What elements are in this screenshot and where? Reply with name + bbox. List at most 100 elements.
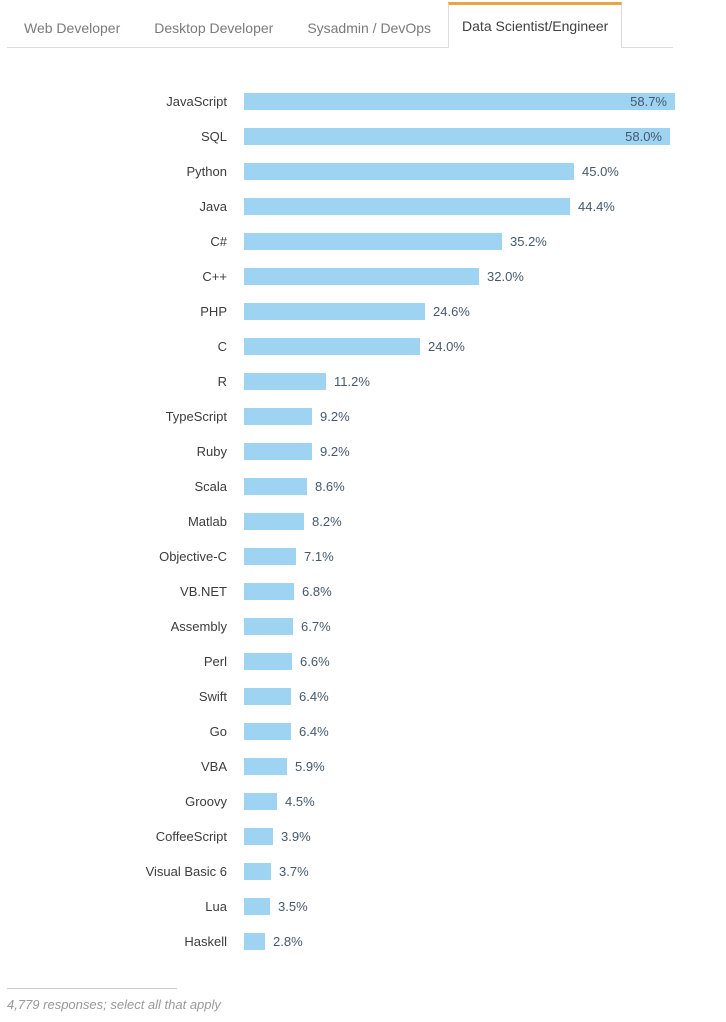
bar-area: 2.8% — [227, 933, 726, 950]
chart-row-c: C# 35.2% — [0, 224, 726, 259]
bar — [244, 268, 479, 285]
value-label: 58.7% — [630, 94, 667, 109]
bar — [244, 828, 273, 845]
bar-area: 3.9% — [227, 828, 726, 845]
value-label: 6.6% — [300, 654, 330, 669]
chart-row-haskell: Haskell 2.8% — [0, 924, 726, 959]
category-label: SQL — [200, 129, 227, 144]
bar — [244, 338, 420, 355]
bar — [244, 793, 277, 810]
bar — [244, 653, 292, 670]
category-label: Swift — [198, 689, 227, 704]
bar — [244, 303, 425, 320]
category-label: C++ — [202, 269, 227, 284]
value-label: 32.0% — [487, 269, 524, 284]
value-label: 58.0% — [625, 129, 662, 144]
bar-area: 11.2% — [227, 373, 726, 390]
value-label: 6.8% — [302, 584, 332, 599]
bar — [244, 513, 304, 530]
value-label: 6.4% — [299, 724, 329, 739]
bar-area: 3.7% — [227, 863, 726, 880]
category-label: Go — [209, 724, 227, 739]
value-label: 45.0% — [582, 164, 619, 179]
chart-row-vba: VBA 5.9% — [0, 749, 726, 784]
bar: 58.0% — [244, 128, 670, 145]
category-label: R — [217, 374, 227, 389]
bar-area: 3.5% — [227, 898, 726, 915]
tab-sysadmin-devops[interactable]: Sysadmin / DevOps — [307, 20, 432, 36]
value-label: 11.2% — [334, 374, 370, 389]
value-label: 2.8% — [273, 934, 303, 949]
tab-data-scientist-engineer[interactable]: Data Scientist/Engineer — [448, 2, 623, 48]
value-label: 9.2% — [320, 409, 350, 424]
category-label: Perl — [203, 654, 227, 669]
bar — [244, 233, 502, 250]
category-label: Matlab — [187, 514, 227, 529]
chart-row-assembly: Assembly 6.7% — [0, 609, 726, 644]
bar-area: 9.2% — [227, 443, 726, 460]
bar-area: 44.4% — [227, 198, 726, 215]
chart-row-swift: Swift 6.4% — [0, 679, 726, 714]
chart-row-c: C++ 32.0% — [0, 259, 726, 294]
category-label: C — [217, 339, 227, 354]
category-label: PHP — [200, 304, 227, 319]
chart-row-coffeescript: CoffeeScript 3.9% — [0, 819, 726, 854]
bar-area: 6.6% — [227, 653, 726, 670]
bar-area: 6.8% — [227, 583, 726, 600]
chart-row-scala: Scala 8.6% — [0, 469, 726, 504]
category-label: C# — [210, 234, 227, 249]
bar-area: 35.2% — [227, 233, 726, 250]
category-label: Python — [186, 164, 227, 179]
chart-row-groovy: Groovy 4.5% — [0, 784, 726, 819]
chart-row-objective-c: Objective-C 7.1% — [0, 539, 726, 574]
value-label: 35.2% — [510, 234, 547, 249]
value-label: 6.4% — [299, 689, 329, 704]
value-label: 44.4% — [578, 199, 615, 214]
value-label: 24.0% — [428, 339, 465, 354]
bar-area: 4.5% — [227, 793, 726, 810]
value-label: 9.2% — [320, 444, 350, 459]
chart-row-python: Python 45.0% — [0, 154, 726, 189]
bar — [244, 198, 570, 215]
category-label: Haskell — [184, 934, 227, 949]
tab-desktop-developer[interactable]: Desktop Developer — [154, 20, 274, 36]
category-label: Java — [199, 199, 227, 214]
tab-web-developer[interactable]: Web Developer — [24, 20, 121, 36]
bar — [244, 583, 294, 600]
category-label: Assembly — [170, 619, 227, 634]
chart-row-lua: Lua 3.5% — [0, 889, 726, 924]
responses-note: 4,779 responses; select all that apply — [7, 997, 221, 1012]
bar-area: 24.6% — [227, 303, 726, 320]
bar: 58.7% — [244, 93, 675, 110]
category-label: TypeScript — [165, 409, 227, 424]
bar-area: 6.4% — [227, 723, 726, 740]
value-label: 3.5% — [278, 899, 308, 914]
bar-area: 45.0% — [227, 163, 726, 180]
bar-area: 7.1% — [227, 548, 726, 565]
value-label: 24.6% — [433, 304, 470, 319]
category-label: VBA — [200, 759, 227, 774]
bar-area: 5.9% — [227, 758, 726, 775]
category-label: JavaScript — [166, 94, 227, 109]
respondent-type-tab-bar: Web Developer Desktop Developer Sysadmin /… — [7, 0, 673, 48]
category-label: VB.NET — [180, 584, 227, 599]
category-label: CoffeeScript — [155, 829, 227, 844]
bar — [244, 373, 326, 390]
category-label: Lua — [205, 899, 227, 914]
chart-row-vb-net: VB.NET 6.8% — [0, 574, 726, 609]
chart-row-ruby: Ruby 9.2% — [0, 434, 726, 469]
bar — [244, 478, 307, 495]
bar — [244, 618, 293, 635]
chart-row-java: Java 44.4% — [0, 189, 726, 224]
bar — [244, 723, 291, 740]
category-label: Scala — [194, 479, 227, 494]
bar-area: 58.0% — [227, 128, 726, 145]
chart-row-javascript: JavaScript 58.7% — [0, 84, 726, 119]
bar — [244, 933, 265, 950]
bar — [244, 688, 291, 705]
value-label: 7.1% — [304, 549, 334, 564]
bar — [244, 548, 296, 565]
languages-bar-chart: JavaScript 58.7% SQL 58.0% Python 45.0% Java 44… — [0, 84, 726, 959]
bar-area: 9.2% — [227, 408, 726, 425]
